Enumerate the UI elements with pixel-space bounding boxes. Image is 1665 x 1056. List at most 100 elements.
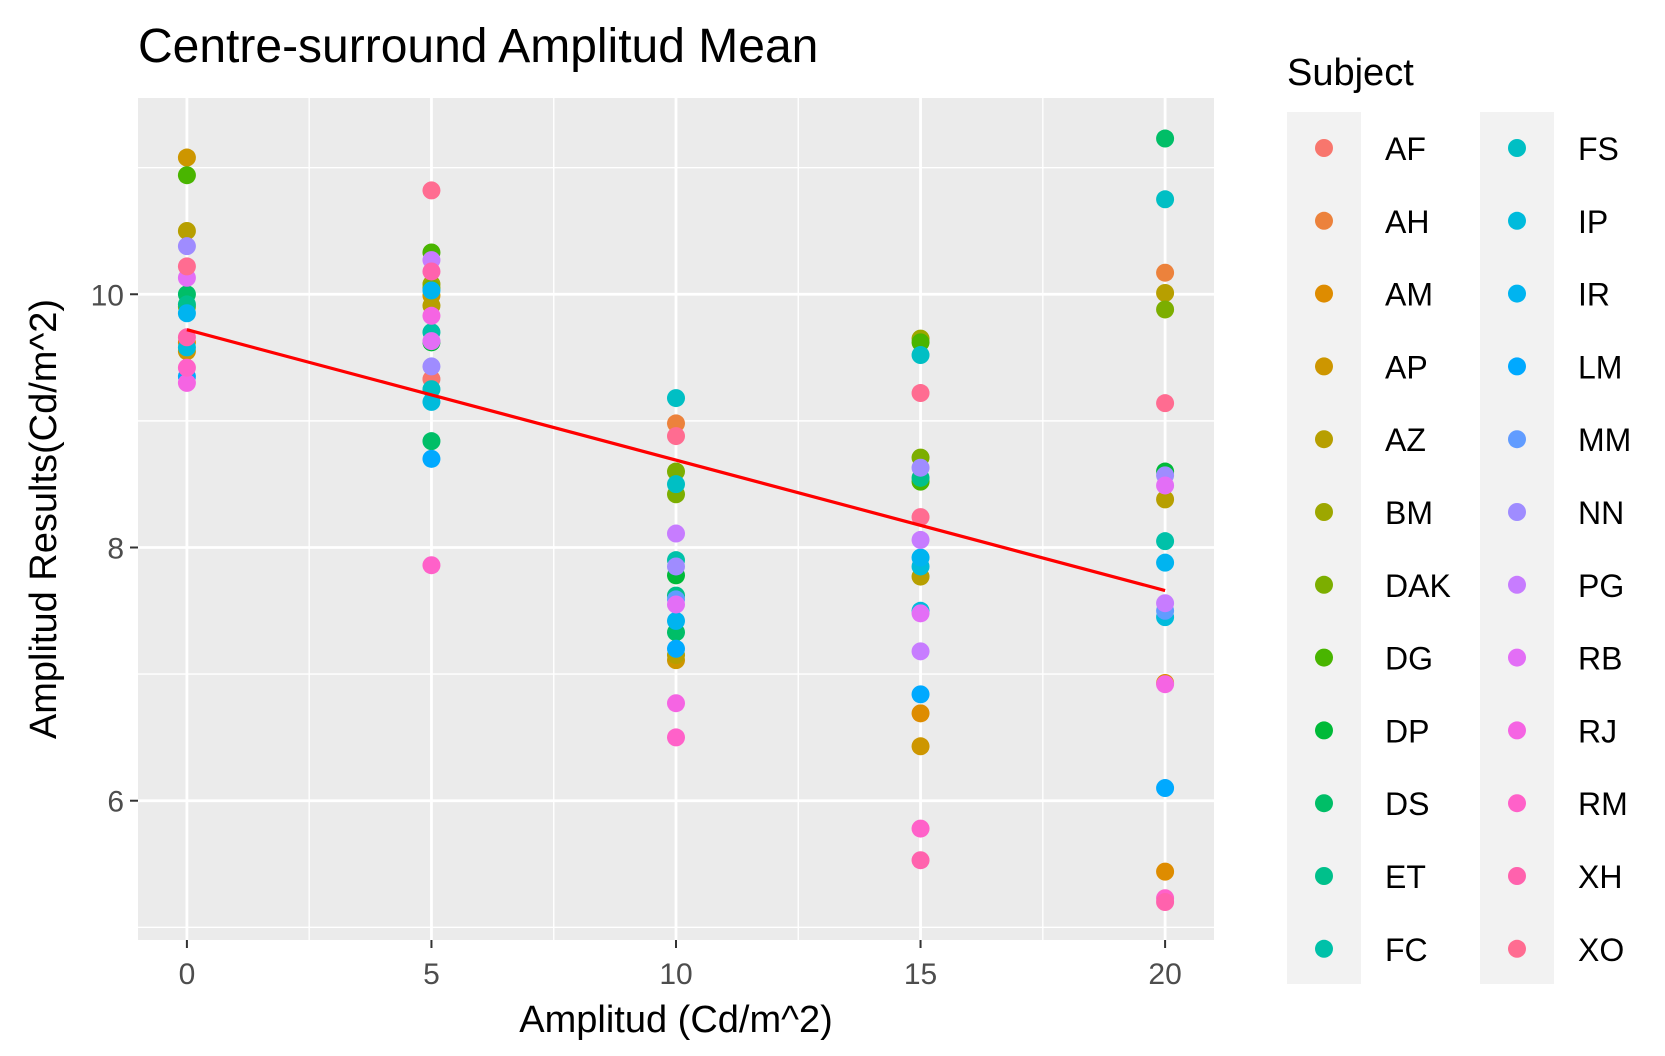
- data-point-pg: [667, 524, 685, 543]
- legend-key-background-col1: [1287, 112, 1361, 984]
- x-axis-ticks: 0 5 10 15 20: [179, 940, 1182, 991]
- x-tick-label: 10: [659, 958, 692, 991]
- legend-key-am: [1315, 284, 1333, 303]
- legend-items: AF AH AM AP AZ BM DAK DG DP DS ET FC FS IP IR LM MM NN PG R…: [1315, 131, 1631, 968]
- data-point-xh: [1156, 893, 1175, 912]
- data-point-xo: [1156, 394, 1175, 413]
- x-tick-label: 0: [179, 958, 196, 991]
- data-point-pg: [911, 642, 930, 661]
- legend-key-dp: [1315, 721, 1333, 740]
- x-tick-label: 20: [1148, 958, 1181, 991]
- x-axis-title: Amplitud (Cd/m^2): [519, 999, 832, 1041]
- data-point-dak: [1156, 300, 1175, 319]
- data-point-pg: [911, 530, 930, 549]
- data-point-nn: [667, 557, 685, 576]
- legend-label-ap: AP: [1385, 349, 1428, 385]
- legend-label-pg: PG: [1578, 568, 1624, 604]
- legend-key-af: [1315, 139, 1333, 157]
- legend-label-mm: MM: [1578, 422, 1631, 458]
- legend-label-ds: DS: [1385, 786, 1429, 822]
- legend-label-ip: IP: [1578, 204, 1608, 240]
- legend-key-xh: [1508, 867, 1526, 885]
- legend-key-bm: [1315, 503, 1333, 521]
- legend-label-dp: DP: [1385, 713, 1429, 749]
- legend-key-ds: [1315, 794, 1333, 813]
- x-tick-label: 15: [904, 958, 937, 991]
- legend-label-af: AF: [1385, 131, 1426, 167]
- data-points: [177, 129, 1175, 912]
- data-point-rm: [422, 556, 441, 575]
- legend-key-background-col2: [1480, 112, 1554, 984]
- data-point-ir: [667, 611, 685, 630]
- data-point-xo: [422, 181, 441, 200]
- data-point-xh: [422, 262, 441, 281]
- legend-label-xo: XO: [1578, 932, 1624, 968]
- data-point-dg: [177, 166, 196, 185]
- legend-label-lm: LM: [1578, 349, 1622, 385]
- legend-key-fs: [1508, 139, 1526, 157]
- data-point-ir: [1156, 553, 1175, 572]
- legend-label-ir: IR: [1578, 277, 1610, 313]
- data-point-lm: [667, 639, 685, 658]
- data-point-az: [1156, 490, 1175, 509]
- legend-key-mm: [1508, 430, 1526, 449]
- data-point-ah: [667, 414, 685, 433]
- legend: Subject AF AH AM AP AZ BM DAK DG DP DS ET FC FS IP IR L…: [1287, 52, 1631, 984]
- legend-key-dak: [1315, 575, 1333, 594]
- data-point-dg: [911, 333, 930, 352]
- legend-key-rm: [1508, 794, 1526, 813]
- data-point-rj: [1156, 675, 1175, 694]
- y-axis-ticks: 6 8 10: [91, 279, 138, 819]
- data-point-rb: [1156, 476, 1175, 495]
- legend-key-ir: [1508, 284, 1526, 303]
- data-point-fs: [667, 389, 685, 408]
- data-point-xh: [911, 851, 930, 870]
- data-point-xo: [667, 427, 685, 446]
- legend-key-et: [1315, 867, 1333, 885]
- data-point-rj: [667, 694, 685, 713]
- legend-key-fc: [1315, 939, 1333, 958]
- data-point-lm: [422, 449, 441, 468]
- data-point-nn: [177, 237, 196, 256]
- data-point-rb: [422, 332, 441, 351]
- data-point-lm: [1156, 779, 1175, 798]
- legend-label-xh: XH: [1578, 859, 1622, 895]
- legend-key-ah: [1315, 211, 1333, 230]
- data-point-dak: [667, 462, 685, 481]
- legend-label-fs: FS: [1578, 131, 1619, 167]
- legend-label-dak: DAK: [1385, 568, 1451, 604]
- data-point-az: [1156, 283, 1175, 302]
- data-point-fs: [667, 475, 685, 494]
- legend-label-nn: NN: [1578, 495, 1624, 531]
- data-point-ds: [422, 432, 441, 451]
- legend-key-rj: [1508, 721, 1526, 740]
- data-point-rb: [911, 604, 930, 623]
- legend-key-az: [1315, 430, 1333, 449]
- data-point-ir: [911, 548, 930, 567]
- data-point-fs: [911, 346, 930, 365]
- y-axis-title: Amplitud Results(Cd/m^2): [23, 299, 65, 739]
- legend-label-ah: AH: [1385, 204, 1429, 240]
- data-point-rj: [177, 373, 196, 392]
- data-point-rj: [422, 306, 441, 325]
- data-point-lm: [911, 685, 930, 704]
- legend-label-rj: RJ: [1578, 713, 1617, 749]
- y-tick-label: 10: [91, 279, 124, 312]
- data-point-fc: [1156, 532, 1175, 551]
- legend-label-fc: FC: [1385, 932, 1428, 968]
- data-point-rb: [667, 595, 685, 614]
- data-point-az: [177, 221, 196, 240]
- y-tick-label: 8: [107, 532, 124, 565]
- data-point-ah: [1156, 263, 1175, 282]
- data-point-rm: [911, 819, 930, 838]
- data-point-rm: [177, 358, 196, 377]
- legend-key-ip: [1508, 211, 1526, 230]
- data-point-nn: [422, 357, 441, 376]
- data-point-ap: [177, 148, 196, 167]
- legend-key-dg: [1315, 648, 1333, 667]
- legend-label-az: AZ: [1385, 422, 1426, 458]
- legend-key-ap: [1315, 357, 1333, 376]
- data-point-am: [911, 704, 930, 723]
- data-point-xo: [911, 384, 930, 403]
